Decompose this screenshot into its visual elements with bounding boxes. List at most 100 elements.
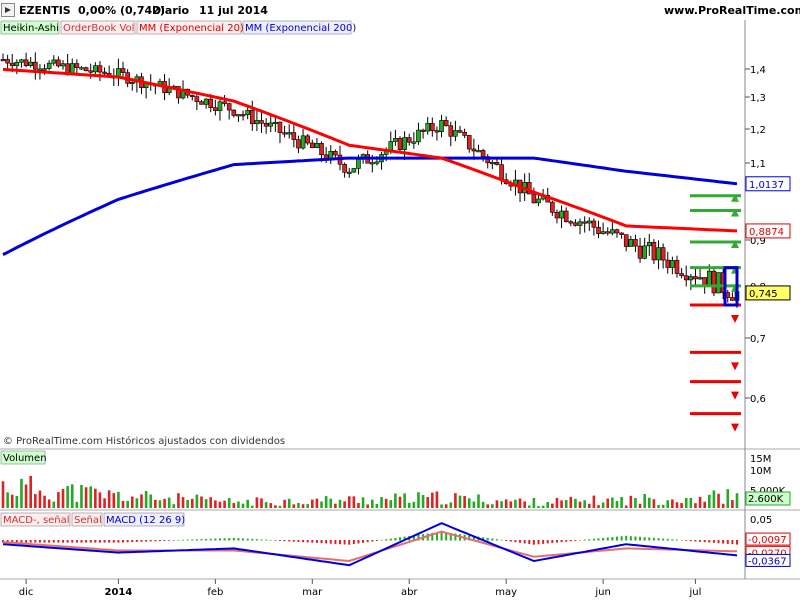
candle-up — [425, 123, 431, 132]
macd-legend-label[interactable]: MACD-, señal — [3, 515, 70, 526]
legend-tag[interactable] — [0, 20, 60, 35]
down-arrow-icon — [731, 362, 739, 371]
volume-tick-label: 15M — [750, 454, 771, 465]
macd-histogram-bar — [232, 537, 235, 541]
candle-down — [319, 143, 324, 156]
macd-histogram-bar — [565, 540, 568, 542]
candle-down — [282, 132, 287, 135]
ema200-line — [2, 156, 738, 256]
macd-legend-tag[interactable] — [103, 512, 185, 527]
volume-bar — [209, 497, 213, 508]
candle-down — [5, 59, 10, 64]
volume-legend-tag[interactable] — [0, 450, 46, 465]
volume-bar — [537, 506, 540, 508]
candle-down — [633, 239, 638, 247]
volume-bar — [94, 488, 97, 508]
macd-legend-label[interactable]: Señal — [74, 515, 102, 526]
macd-histogram-bar — [52, 540, 55, 543]
volume-bar — [315, 498, 319, 508]
candle-up — [642, 245, 647, 259]
legend-label[interactable]: OrderBook Vol — [63, 23, 134, 34]
macd-histogram-bar — [468, 535, 471, 541]
macd-signal-line — [2, 530, 738, 563]
volume-bar — [301, 504, 305, 508]
volume-bar — [431, 492, 434, 508]
macd-histogram-bar — [629, 536, 632, 541]
macd-histogram-bar — [491, 538, 494, 541]
volume-bar — [214, 500, 217, 508]
volume-bar — [126, 500, 129, 508]
legend-tag[interactable] — [60, 20, 136, 35]
volume-bar — [190, 498, 194, 508]
price-panel[interactable] — [0, 20, 745, 448]
macd-histogram-bar — [334, 540, 337, 544]
candle-down — [582, 221, 587, 224]
candle-up — [393, 138, 398, 142]
macd-last-label: -0,0097 — [748, 535, 787, 546]
volume-bar — [518, 498, 522, 508]
expand-icon[interactable] — [1, 3, 15, 17]
candle-down — [573, 222, 578, 226]
macd-histogram-bar — [237, 538, 240, 541]
candle-down — [259, 120, 264, 124]
macd-histogram-bar — [228, 538, 231, 541]
legend-tag[interactable] — [242, 20, 352, 35]
volume-bar — [389, 500, 393, 508]
macd-histogram-bar — [435, 532, 438, 541]
price-tick-label: 1,4 — [750, 65, 766, 76]
macd-histogram-bar — [352, 540, 355, 545]
macd-histogram-bar — [311, 540, 314, 543]
candle-down — [296, 139, 301, 149]
macd-histogram-bar — [177, 539, 180, 541]
macd-histogram-bar — [80, 540, 83, 543]
macd-histogram-bar — [320, 540, 323, 544]
legend-tag[interactable] — [136, 20, 242, 35]
volume-bar — [10, 494, 14, 508]
candle-down — [605, 231, 611, 234]
x-tick-label: dic — [19, 587, 34, 598]
volume-bar — [241, 503, 245, 508]
volume-bar — [310, 499, 314, 508]
macd-histogram-bar — [375, 540, 378, 541]
legend-label[interactable]: Heikin-Ashi — [3, 23, 59, 34]
volume-bar — [34, 494, 37, 508]
macd-histogram-bar — [689, 540, 692, 542]
candle-down — [291, 132, 297, 140]
volume-bar — [555, 497, 559, 508]
macd-legend-tag[interactable] — [71, 512, 103, 527]
macd-histogram-bar — [98, 540, 101, 543]
macd-histogram-bar — [112, 540, 115, 543]
heikin-ashi-candles[interactable] — [0, 52, 740, 308]
macd-histogram-bar — [509, 540, 512, 542]
volume-bar — [329, 498, 333, 508]
volume-bar — [491, 504, 494, 508]
last-candle-highlight — [723, 266, 739, 307]
macd-histogram-bar — [454, 533, 457, 541]
volume-bar — [444, 504, 448, 508]
legend-label[interactable]: MM (Exponencial 200) — [245, 23, 356, 34]
candle-down — [406, 137, 412, 143]
volume-bar — [657, 504, 660, 508]
volume-bar — [634, 497, 637, 508]
macd-legend-label[interactable]: MACD (12 26 9) — [106, 515, 185, 526]
volume-bar — [47, 499, 51, 508]
volume-bar — [200, 496, 203, 508]
macd-histogram-bar — [283, 540, 286, 542]
macd-histogram-bar — [505, 540, 508, 541]
macd-histogram-bar — [62, 540, 65, 543]
candle-down — [33, 61, 38, 70]
volume-bar — [629, 495, 633, 508]
candle-down — [194, 96, 200, 102]
volume-bar — [611, 497, 614, 508]
candle-down — [471, 148, 477, 152]
volume-bar — [560, 500, 563, 508]
volume-bar — [89, 486, 93, 508]
macd-histogram-bar — [412, 535, 415, 541]
volume-bar — [398, 496, 402, 508]
macd-histogram-bar — [445, 532, 448, 541]
macd-histogram-bar — [182, 539, 185, 541]
macd-legend-tag[interactable] — [0, 512, 71, 527]
volume-bar — [574, 498, 577, 508]
legend-label[interactable]: MM (Exponencial 20) — [139, 23, 244, 34]
